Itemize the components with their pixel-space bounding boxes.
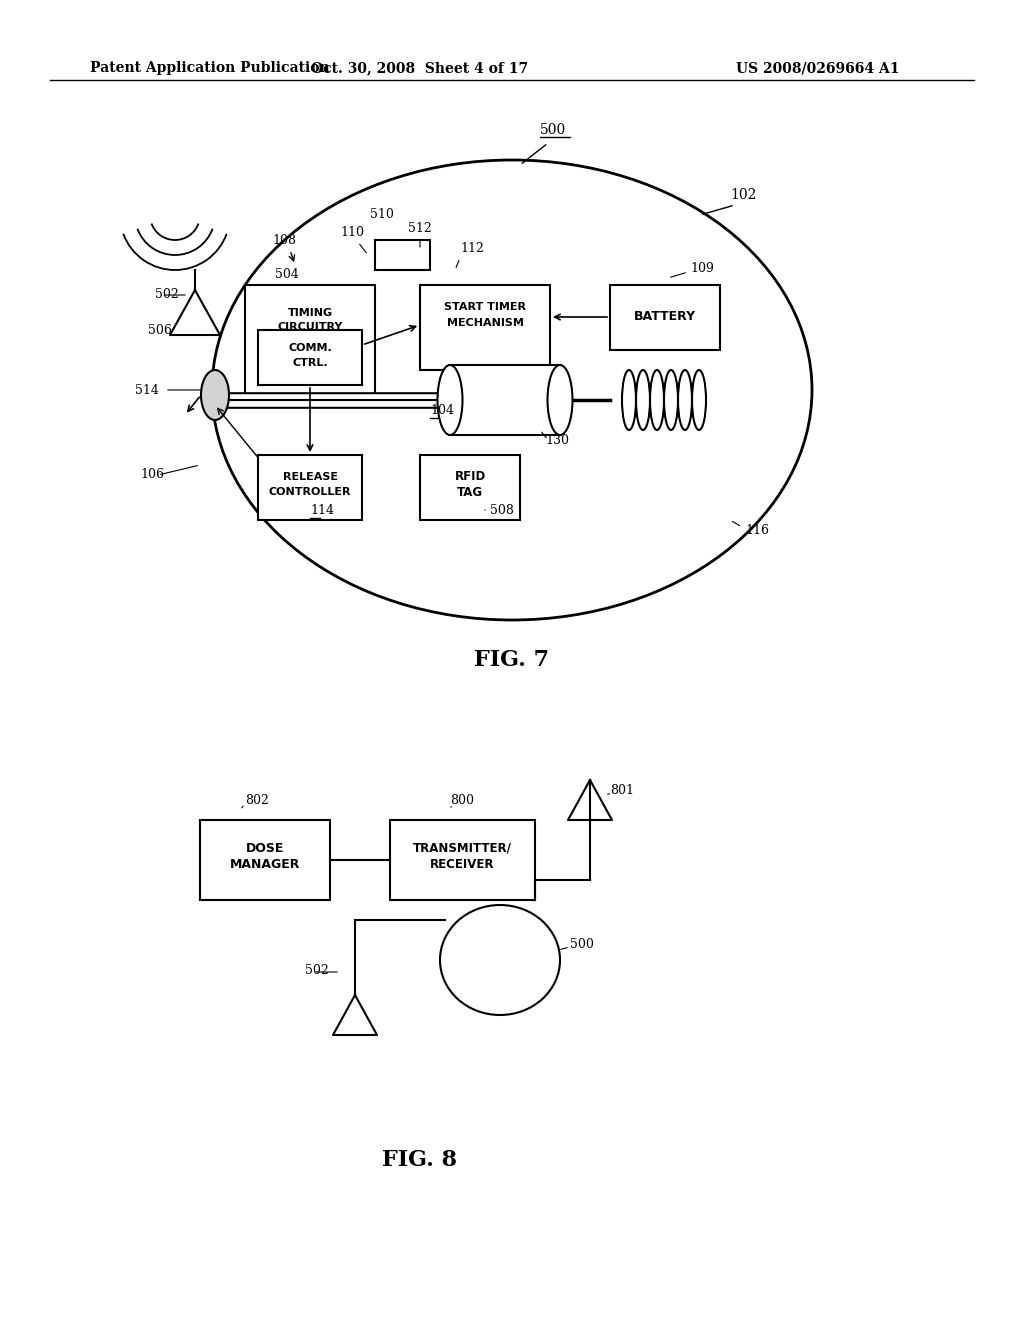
Text: 510: 510	[370, 209, 394, 222]
Text: START TIMER: START TIMER	[444, 302, 526, 312]
Text: 800: 800	[450, 793, 474, 807]
Text: BATTERY: BATTERY	[634, 310, 696, 323]
Ellipse shape	[201, 370, 229, 420]
Text: TAG: TAG	[457, 486, 483, 499]
FancyBboxPatch shape	[450, 366, 560, 436]
Text: MECHANISM: MECHANISM	[446, 318, 523, 327]
Text: CONTROLLER: CONTROLLER	[268, 487, 351, 498]
Text: COMM.: COMM.	[288, 343, 332, 352]
FancyBboxPatch shape	[390, 820, 535, 900]
Text: 506: 506	[148, 323, 172, 337]
Text: 502: 502	[305, 964, 329, 977]
Text: 102: 102	[730, 187, 757, 202]
FancyBboxPatch shape	[245, 285, 375, 400]
Text: 802: 802	[245, 793, 269, 807]
Text: DOSE: DOSE	[246, 842, 285, 854]
Text: 130: 130	[545, 433, 569, 446]
FancyBboxPatch shape	[420, 285, 550, 370]
Text: TRANSMITTER/: TRANSMITTER/	[413, 842, 512, 854]
FancyBboxPatch shape	[610, 285, 720, 350]
FancyBboxPatch shape	[258, 455, 362, 520]
Text: 114: 114	[310, 503, 334, 516]
Text: CIRCUITRY: CIRCUITRY	[278, 322, 343, 333]
FancyBboxPatch shape	[420, 455, 520, 520]
Ellipse shape	[437, 366, 463, 436]
Text: 801: 801	[610, 784, 634, 796]
Text: CTRL.: CTRL.	[292, 358, 328, 368]
Text: 112: 112	[460, 242, 484, 255]
FancyBboxPatch shape	[375, 240, 430, 271]
FancyBboxPatch shape	[200, 820, 330, 900]
Text: 110: 110	[340, 226, 364, 239]
Text: 514: 514	[135, 384, 159, 396]
Text: RECEIVER: RECEIVER	[430, 858, 495, 870]
Text: Oct. 30, 2008  Sheet 4 of 17: Oct. 30, 2008 Sheet 4 of 17	[311, 61, 528, 75]
Text: 108: 108	[272, 234, 296, 247]
Ellipse shape	[440, 906, 560, 1015]
Text: 500: 500	[540, 123, 566, 137]
Text: 116: 116	[745, 524, 769, 536]
Text: 500: 500	[570, 939, 594, 952]
Text: 109: 109	[690, 261, 714, 275]
Text: RELEASE: RELEASE	[283, 473, 338, 482]
Text: US 2008/0269664 A1: US 2008/0269664 A1	[736, 61, 900, 75]
Text: 504: 504	[275, 268, 299, 281]
Text: 502: 502	[155, 289, 179, 301]
Text: TIMING: TIMING	[288, 308, 333, 318]
Text: MANAGER: MANAGER	[229, 858, 300, 870]
Text: FIG. 7: FIG. 7	[474, 649, 550, 671]
Text: FIG. 8: FIG. 8	[382, 1148, 458, 1171]
Text: 508: 508	[490, 503, 514, 516]
Ellipse shape	[548, 366, 572, 436]
FancyBboxPatch shape	[258, 330, 362, 385]
Text: 512: 512	[408, 222, 432, 235]
Text: 106: 106	[140, 469, 164, 482]
Text: Patent Application Publication: Patent Application Publication	[90, 61, 330, 75]
Text: 104: 104	[430, 404, 454, 417]
Text: RFID: RFID	[455, 470, 485, 483]
